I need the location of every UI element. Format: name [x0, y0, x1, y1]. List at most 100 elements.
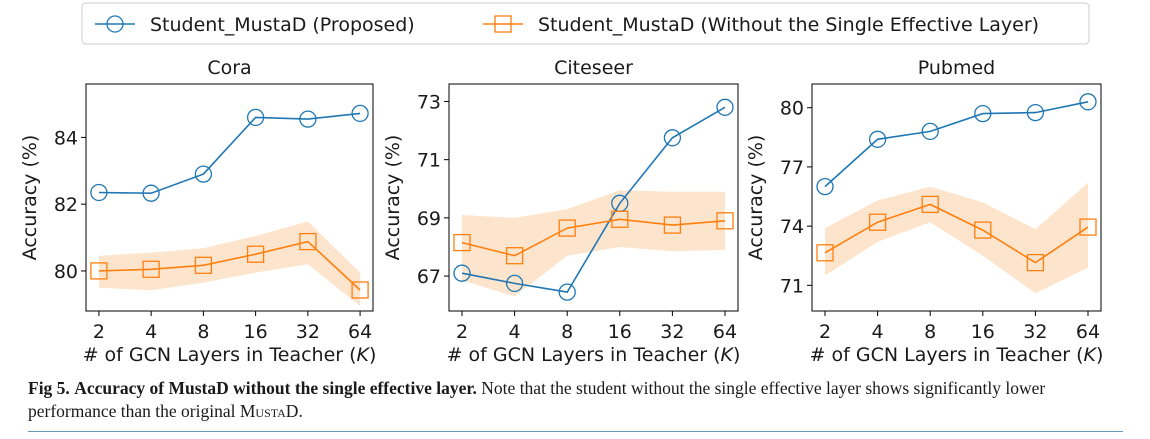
chart-0-xlabel-part-1: K	[357, 344, 371, 366]
chart-2-xtick-label-5: 64	[1076, 321, 1100, 343]
chart-2-point-ablation-2	[921, 195, 939, 214]
chart-2-xtick-label-2: 8	[924, 321, 936, 343]
chart-1-point-ablation-3	[611, 210, 629, 228]
chart-0-line-proposed	[98, 112, 361, 195]
chart-1-xlabel: # of GCN Layers in Teacher (K)	[447, 344, 741, 366]
chart-2-point-ablation-0	[816, 244, 834, 262]
chart-1-point-ablation-1	[505, 247, 524, 265]
chart-1-point-proposed-5	[716, 98, 734, 116]
chart-2-title: Pubmed	[918, 57, 995, 79]
chart-1-point-proposed-2	[558, 283, 576, 301]
chart-1-point-ablation-2	[558, 219, 576, 237]
chart-1-band	[462, 190, 725, 297]
chart-0-band	[98, 221, 361, 306]
chart-0-point-proposed-5	[351, 104, 369, 123]
chart-2-frame	[811, 83, 1102, 312]
legend-marker-square	[494, 15, 512, 33]
chart-2-xtick-label-0: 2	[819, 321, 831, 343]
figure: Student_MustaD (Proposed) Student_MustaD…	[19, 2, 1103, 366]
legend-marker-circle	[106, 15, 124, 33]
chart-2-xtick-label-3: 16	[971, 321, 995, 343]
chart-2-xtick-label-4: 32	[1023, 321, 1047, 343]
chart-2-ylabel: Accuracy (%)	[745, 135, 767, 261]
chart-1-xtick-label-0: 2	[456, 321, 468, 343]
chart-1-ytick-label-1: 69	[417, 208, 441, 230]
chart-2-point-proposed-5	[1079, 93, 1097, 111]
chart-2-ytick-label-2: 77	[780, 157, 804, 179]
chart-0-point-ablation-1	[142, 260, 160, 278]
chart-1-xtick-label-3: 16	[608, 321, 632, 343]
chart-2-point-ablation-1	[868, 213, 887, 231]
chart-0-point-ablation-3	[246, 245, 265, 263]
caption-text: Note that the student without the single…	[28, 378, 1046, 421]
chart-0-xtick-label-3: 16	[244, 321, 268, 343]
caption-rule	[28, 431, 1123, 432]
chart-1-xlabel-part-1: K	[721, 344, 735, 366]
chart-0-title: Cora	[207, 57, 251, 79]
chart-1-xtick-label-2: 8	[561, 321, 573, 343]
chart-panel-citeseer: 2 4 8 16 32 64 67 69 71 73 Citeseer # of GCN Layers…	[382, 57, 740, 366]
chart-2-xlabel: # of GCN Layers in Teacher (K)	[810, 344, 1104, 366]
chart-2-band	[825, 182, 1088, 294]
chart-1-xtick-label-5: 64	[713, 321, 737, 343]
chart-1-xtick-label-1: 4	[509, 321, 521, 343]
chart-2-xlabel-part-1: K	[1084, 344, 1098, 366]
chart-0-xtick-label-4: 32	[296, 321, 320, 343]
chart-1-point-ablation-4	[663, 216, 682, 234]
figure-caption: Fig 5. Accuracy of MustaD without the si…	[28, 377, 1128, 423]
caption-label: Fig 5.	[28, 378, 70, 398]
chart-1-point-proposed-0	[453, 264, 471, 282]
chart-2-line-ablation	[824, 203, 1089, 264]
chart-panel-cora: 2 4 8 16 32 64 80 82 84 Cora # of GCN Layers in Te…	[19, 57, 376, 366]
chart-0-ytick-label-0: 80	[54, 261, 78, 283]
legend-label-proposed: Student_MustaD (Proposed)	[150, 14, 415, 36]
chart-0-point-proposed-3	[246, 108, 265, 127]
chart-1-title: Citeseer	[554, 57, 633, 79]
chart-2-xlabel-part-2: )	[1096, 344, 1103, 366]
chart-0-point-proposed-4	[299, 110, 317, 128]
legend: Student_MustaD (Proposed) Student_MustaD…	[81, 2, 1090, 45]
chart-0-ylabel: Accuracy (%)	[19, 135, 41, 261]
chart-2-ytick-label-0: 71	[780, 275, 804, 297]
chart-1-ytick-label-0: 67	[417, 266, 441, 288]
chart-2-point-proposed-2	[921, 122, 939, 141]
chart-1-point-proposed-4	[663, 129, 682, 147]
chart-2-xtick-label-1: 4	[872, 321, 884, 343]
chart-1-ytick-label-2: 71	[417, 150, 441, 172]
chart-0-ytick-label-2: 84	[54, 127, 78, 149]
chart-0-xlabel-part-0: # of GCN Layers in Teacher (	[83, 344, 357, 366]
chart-1-ylabel: Accuracy (%)	[382, 135, 404, 261]
caption-method-name: MustaD	[239, 401, 299, 421]
legend-frame	[81, 2, 1090, 45]
chart-0-frame	[85, 83, 374, 312]
chart-2-point-proposed-4	[1026, 103, 1045, 122]
chart-0-xtick-label-2: 8	[197, 321, 209, 343]
chart-1-point-ablation-5	[716, 212, 734, 230]
legend-label-ablation: Student_MustaD (Without the Single Effec…	[538, 14, 1039, 36]
chart-0-line-ablation	[98, 240, 361, 291]
chart-2-ytick-label-3: 80	[780, 98, 804, 120]
chart-0-point-ablation-2	[194, 256, 213, 274]
chart-0-xtick-label-5: 64	[348, 321, 372, 343]
caption-end: .	[298, 401, 303, 421]
chart-2-xlabel-part-0: # of GCN Layers in Teacher (	[810, 344, 1084, 366]
chart-panel-pubmed: 2 4 8 16 32 64 71 74 77 80 Pubmed # of GCN Layers i…	[745, 57, 1103, 366]
chart-0-point-ablation-4	[299, 232, 317, 251]
chart-0-ytick-label-1: 82	[54, 194, 78, 216]
chart-1-frame	[448, 83, 739, 312]
chart-1-line-ablation	[461, 218, 726, 257]
chart-1-point-proposed-1	[505, 274, 524, 293]
chart-1-point-ablation-0	[453, 233, 471, 252]
chart-0-point-proposed-2	[194, 165, 213, 183]
chart-2-point-ablation-5	[1079, 218, 1097, 236]
chart-2-point-proposed-1	[868, 130, 887, 148]
chart-0-xtick-label-0: 2	[93, 321, 105, 343]
caption-title: Accuracy of MustaD without the single ef…	[74, 378, 477, 398]
chart-0-xlabel: # of GCN Layers in Teacher (K)	[83, 344, 377, 366]
chart-0-xlabel-part-2: )	[369, 344, 376, 366]
chart-0-point-proposed-0	[90, 183, 108, 202]
chart-0-point-proposed-1	[142, 184, 160, 202]
chart-2-point-proposed-0	[816, 177, 834, 196]
chart-2-ytick-label-1: 74	[780, 216, 804, 238]
chart-1-ytick-label-3: 73	[417, 91, 441, 113]
